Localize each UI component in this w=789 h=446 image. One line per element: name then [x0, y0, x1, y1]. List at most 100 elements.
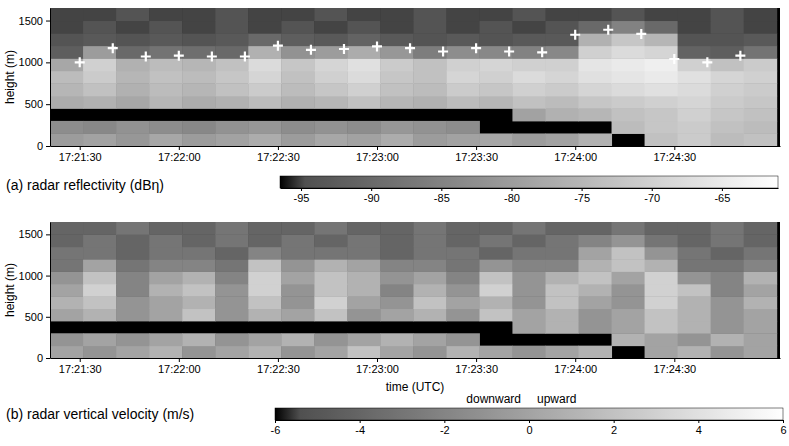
- cell: [744, 121, 778, 134]
- x-tick-label: 17:23:00: [356, 363, 399, 375]
- cell: [612, 21, 646, 34]
- cell: [612, 296, 646, 309]
- cell: [215, 271, 249, 284]
- cell: [545, 58, 579, 71]
- cell: [83, 33, 117, 46]
- y-tick-label: 1000: [19, 56, 43, 68]
- cell: [612, 83, 646, 96]
- cell: [281, 284, 315, 297]
- cell: [50, 247, 84, 260]
- cell: [711, 83, 745, 96]
- cell: [678, 108, 712, 121]
- cell: [612, 8, 646, 21]
- cell: [116, 58, 150, 71]
- cell: [314, 309, 348, 322]
- cell: [380, 96, 414, 109]
- cell: [612, 321, 646, 334]
- colorbar-tick-label: 6: [780, 424, 786, 436]
- y-tick-label: 0: [37, 140, 43, 152]
- cell: [711, 222, 745, 235]
- cell: [579, 309, 613, 322]
- cell: [645, 309, 679, 322]
- cell: [579, 71, 613, 84]
- cell: [149, 296, 183, 309]
- cell: [380, 8, 414, 21]
- cell: [479, 284, 513, 297]
- cell: [512, 58, 546, 71]
- cell: [579, 46, 613, 59]
- cell: [711, 271, 745, 284]
- cell: [380, 247, 414, 260]
- cell: [413, 333, 447, 346]
- cell: [479, 346, 513, 358]
- cell: [314, 247, 348, 260]
- cell: [248, 284, 282, 297]
- cell: [413, 346, 447, 358]
- cell: [281, 296, 315, 309]
- cell: [744, 8, 778, 21]
- cell: [380, 346, 414, 358]
- cell: [645, 346, 679, 358]
- cell: [579, 83, 613, 96]
- colorbar-tick-mark: [582, 188, 583, 191]
- cell: [512, 108, 546, 121]
- cell: [545, 8, 579, 21]
- cell: [678, 83, 712, 96]
- cell: [579, 222, 613, 235]
- cell: [347, 271, 381, 284]
- cell: [645, 234, 679, 247]
- cell: [215, 96, 249, 109]
- cell: [347, 333, 381, 346]
- cloud-top-marker: [669, 54, 679, 64]
- cell: [545, 71, 579, 84]
- cell: [281, 309, 315, 322]
- y-tick: 1000: [19, 270, 50, 282]
- cell: [248, 333, 282, 346]
- cell: [380, 71, 414, 84]
- y-tick-mark: [46, 358, 50, 359]
- cell: [678, 8, 712, 21]
- cell: [215, 333, 249, 346]
- cell: [248, 271, 282, 284]
- cell: [612, 46, 646, 59]
- cell: [314, 33, 348, 46]
- cell: [116, 8, 150, 21]
- cell: [545, 309, 579, 322]
- cell: [711, 333, 745, 346]
- cell: [149, 259, 183, 272]
- cell: [149, 333, 183, 346]
- x-tick-label: 17:24:30: [653, 363, 696, 375]
- cell: [50, 346, 84, 358]
- y-axis-line: [50, 223, 51, 359]
- cloud-top-marker: [702, 57, 712, 67]
- cell: [182, 21, 216, 34]
- cell: [248, 83, 282, 96]
- cell: [149, 121, 183, 134]
- cell: [711, 321, 745, 334]
- cell: [116, 71, 150, 84]
- cloud-top-marker: [174, 51, 184, 61]
- colorbar-tick: 0: [526, 420, 532, 436]
- cell: [314, 346, 348, 358]
- cell: [215, 33, 249, 46]
- cell: [347, 234, 381, 247]
- x-tick-mark: [278, 146, 279, 150]
- cell: [347, 296, 381, 309]
- cell: [446, 96, 480, 109]
- cloud-top-marker: [372, 41, 382, 51]
- cell: [545, 271, 579, 284]
- cell: [116, 333, 150, 346]
- cell: [512, 259, 546, 272]
- cell: [678, 46, 712, 59]
- cell: [50, 222, 84, 235]
- colorbar-tick-label: -90: [364, 192, 380, 204]
- cell: [612, 121, 646, 134]
- x-tick: 17:24:00: [554, 146, 597, 163]
- cell: [182, 259, 216, 272]
- cell: [711, 133, 745, 146]
- y-tick: 500: [25, 311, 50, 323]
- cell: [579, 234, 613, 247]
- cell: [645, 296, 679, 309]
- cell: [479, 21, 513, 34]
- cell: [612, 222, 646, 235]
